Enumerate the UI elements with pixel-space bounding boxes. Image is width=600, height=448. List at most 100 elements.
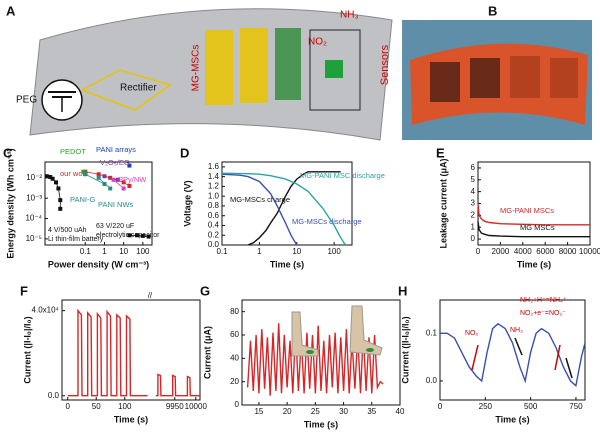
y-tick-label: 60 [230, 330, 239, 339]
series-line [67, 308, 148, 397]
x-tick-label: 20 [283, 407, 292, 416]
device [470, 58, 500, 98]
y-tick-label: 80 [230, 307, 239, 316]
series-label: MG-PANI MSC discharge [300, 171, 385, 180]
x-tick-label: 1 [257, 247, 262, 256]
plot-frame [44, 161, 153, 246]
plot-frame [241, 299, 401, 406]
annotation: 4 V/500 uAh [48, 227, 87, 234]
y-axis-label: Current (|I-I₀|/I₀) [400, 316, 410, 383]
x-tick-label: 0.1 [216, 247, 228, 256]
x-tick-label: 10000 [185, 402, 208, 411]
x-tick-label: 25 [311, 407, 320, 416]
plot-frame [221, 161, 353, 246]
y-tick-label: 1 [471, 222, 476, 231]
x-tick-label: 1 [102, 247, 107, 256]
y-tick-label: 0.0 [48, 391, 60, 400]
x-tick-label: 10000 [579, 247, 600, 256]
x-tick-label: 0 [438, 402, 443, 411]
annotation: 63 V/220 uF [96, 223, 134, 230]
sensor-pad [325, 60, 343, 78]
series-line [440, 322, 586, 388]
annotation: NH₃+H⁺=NH₄⁺ [520, 297, 567, 304]
annotation: NH₃ [510, 327, 523, 334]
x-axis-label: Time (s) [495, 414, 529, 424]
y-tick-label: 20 [230, 377, 239, 386]
point [96, 175, 101, 180]
series-line [221, 172, 346, 246]
y-axis-label: Voltage (V) [182, 180, 192, 226]
msc-label: MG-MSCs [191, 45, 202, 92]
x-axis-label: Time (s) [304, 419, 338, 429]
panel-label: C [3, 145, 13, 160]
connector [113, 179, 124, 189]
plot-frame [439, 299, 586, 401]
y-tick-label: 0.0 [208, 240, 220, 249]
plot-frame [61, 299, 201, 401]
x-tick-label: 50 [92, 402, 101, 411]
y-tick-label: 1.2 [208, 182, 220, 191]
panel-label: D [180, 145, 189, 160]
y-tick-label: 1.6 [208, 162, 220, 171]
series-label: MG-MSCs charge [230, 195, 290, 204]
x-tick-label: 40 [396, 407, 405, 416]
x-axis-label: Time (s) [114, 414, 148, 424]
rectifier-wire [80, 69, 172, 111]
point [127, 163, 132, 168]
x-tick-label: 15 [254, 407, 263, 416]
x-tick-label: 10 [292, 247, 301, 256]
panel-label: B [488, 3, 497, 18]
msc-comb [240, 28, 268, 103]
series-line [477, 203, 590, 226]
y-tick-label: 0.2 [208, 230, 220, 239]
x-axis-label: Time (s) [517, 259, 551, 269]
x-tick-label: 8000 [559, 247, 577, 256]
no2-label: NO₂ [308, 37, 327, 48]
sensor-spot [366, 348, 374, 352]
y-tick-label: 10⁻⁴ [25, 214, 42, 223]
point [127, 233, 132, 238]
y-tick-label: 0.0 [426, 376, 438, 385]
series-label: MG MSCs [520, 223, 555, 232]
x-tick-label: 100 [327, 247, 341, 256]
annotation: NO₂+e⁻=NO₂⁻ [520, 310, 566, 317]
msc-comb [205, 30, 233, 105]
arrow [514, 337, 523, 356]
panel-label: H [398, 283, 407, 298]
series-label: MG-PANI MSCs [500, 206, 554, 215]
x-tick-label: 0.1 [80, 247, 92, 256]
series-line [155, 373, 200, 397]
x-tick-label: 10 [119, 247, 128, 256]
y-tick-label: 0.4 [208, 221, 220, 230]
panel-label: E [436, 145, 445, 160]
sensors-label: Sensors [379, 44, 391, 85]
x-tick-label: 0 [476, 247, 481, 256]
msc-comb [275, 28, 301, 100]
y-tick-label: 10⁻³ [26, 193, 42, 202]
y-tick-label: 40 [230, 353, 239, 362]
x-tick-label: 2000 [492, 247, 510, 256]
y-tick-label: 1.0 [208, 191, 220, 200]
series-label: V₂O₅/EG [100, 158, 130, 167]
y-tick-label: 0.1 [426, 328, 438, 337]
peg-label: PEG [16, 95, 37, 106]
device [510, 56, 540, 98]
x-tick-label: 500 [524, 402, 538, 411]
y-tick-label: 0 [235, 400, 240, 409]
y-axis-label: Current (μA) [202, 326, 212, 379]
plot-frame [477, 161, 591, 246]
x-tick-label: 35 [367, 407, 376, 416]
y-tick-label: 0 [471, 234, 476, 243]
device [550, 58, 578, 98]
series-label: PANI NWs [98, 200, 134, 209]
photo: B [402, 3, 592, 140]
x-axis-label: Time (s) [270, 259, 304, 269]
series-line [221, 173, 298, 246]
x-tick-label: 100 [136, 247, 150, 256]
series-line [246, 323, 384, 396]
annotation: NO₂ [465, 330, 479, 337]
y-tick-label: 1.4 [208, 172, 220, 181]
y-tick-label: 5 [471, 175, 476, 184]
connector [98, 177, 111, 189]
